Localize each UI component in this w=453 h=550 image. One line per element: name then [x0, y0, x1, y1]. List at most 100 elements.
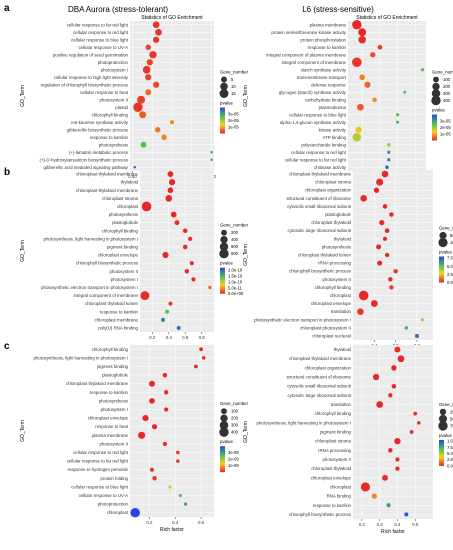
legend-color-label: 7.5e-14 — [447, 256, 453, 261]
term-label: chloroplast thylakoid — [311, 220, 351, 225]
enrichment-point — [391, 383, 397, 389]
term-label: defense response — [311, 82, 346, 87]
x-axis-title: Rich factor — [381, 529, 405, 535]
x-tick-label: 0.2 — [149, 335, 156, 340]
term-label: pigment binding — [97, 364, 129, 369]
legend-color-label: 3e-05 — [228, 112, 239, 117]
legend-size-label: 250 — [450, 409, 453, 414]
term-label: photosynthesis — [322, 244, 352, 249]
term-label: glycogen (starch) synthase activity — [279, 90, 347, 95]
x-tick-label: 0.3 — [377, 522, 384, 527]
enrichment-point — [208, 285, 212, 290]
x-axis-title: Rich factor — [160, 527, 184, 533]
term-label: thylakoid — [121, 180, 139, 185]
y-axis-title: GO_Term — [20, 420, 26, 442]
enrichment-point — [155, 28, 162, 36]
legend-size-label: 100 — [443, 77, 451, 82]
term-label: regulation of chlorophyll biosynthetic p… — [41, 82, 129, 87]
term-label: chlorophyll binding — [315, 411, 352, 416]
term-label: chitinase activity — [314, 165, 347, 170]
enrichment-point — [152, 81, 160, 88]
x-tick-label: 0.4 — [394, 522, 401, 527]
term-label: pigment binding — [107, 244, 139, 249]
term-label: thylakoid — [334, 236, 352, 241]
panel-label-a: a — [4, 3, 10, 14]
enrichment-point — [388, 393, 393, 398]
enrichment-point — [210, 151, 213, 154]
term-label: photosynthetic electron transport in pho… — [254, 317, 351, 322]
legend-color-bar — [439, 256, 444, 283]
term-label: photosynthetic electron transport in pho… — [41, 285, 138, 290]
legend-size-title: Gene_number — [220, 401, 249, 406]
term-label: cellular response to blue light — [289, 112, 347, 117]
legend-color-title: pvalue — [220, 261, 233, 266]
term-label: photosystem II — [99, 441, 128, 446]
enrichment-point — [370, 52, 376, 58]
legend-size-label: 400 — [443, 98, 451, 103]
legend-color-bar — [220, 267, 225, 294]
term-label: chlorophyll binding — [102, 228, 139, 233]
legend-color-label: 2.5e-14 — [447, 272, 453, 277]
term-label: poly(U) RNA binding — [98, 325, 138, 330]
legend-size-dot — [219, 427, 229, 437]
enrichment-point — [352, 57, 362, 68]
enrichment-point — [130, 507, 140, 518]
term-label: chloroplast — [107, 510, 129, 515]
term-label: ATP binding — [322, 135, 346, 140]
enrichment-point — [142, 65, 151, 74]
enrichment-point — [358, 290, 369, 301]
legend-size-dot — [433, 76, 439, 83]
term-label: chlorophyll biosynthetic process — [289, 269, 352, 274]
legend-color-label: 1.5e-10 — [228, 273, 243, 278]
y-axis-title: GO_Term — [243, 421, 249, 443]
enrichment-point — [404, 326, 409, 330]
legend-size-dot — [219, 249, 229, 259]
legend-size-label: 200 — [231, 416, 239, 421]
term-label: integral component of plasma membrane — [266, 52, 346, 57]
x-tick-label: 0.6 — [198, 520, 205, 525]
term-label: thylakoid — [334, 347, 352, 352]
enrichment-point — [420, 68, 425, 72]
legend-color-label: 5.0e-14 — [447, 264, 453, 269]
enrichment-point — [178, 493, 182, 498]
term-label: rRNA processing — [318, 261, 352, 266]
legend-color-bar — [220, 107, 225, 134]
legend-color-label: 5.0e-11 — [228, 285, 243, 290]
enrichment-point — [385, 165, 389, 170]
term-label: chloroplast thylakoid membrane — [76, 188, 139, 193]
enrichment-point — [403, 90, 407, 94]
term-label: photosynthesis — [109, 212, 139, 217]
enrichment-point — [163, 390, 169, 395]
term-label: cellular response to far red light — [67, 22, 129, 27]
term-label: photosystem II — [99, 97, 128, 102]
enrichment-point — [381, 170, 389, 178]
enrichment-point — [389, 285, 394, 290]
legend-size-label: 400 — [231, 237, 239, 242]
enrichment-point — [199, 347, 203, 352]
x-tick-label: 0.2 — [146, 520, 153, 525]
plot-background — [130, 345, 214, 517]
legend-size-label: 200 — [443, 84, 451, 89]
term-label: cellular response to UV-A — [78, 45, 128, 50]
term-label: response to karrikin — [90, 135, 129, 140]
legend-size-dot — [438, 237, 448, 248]
term-label: chloroplast stroma — [315, 439, 351, 444]
legend-size-label: 200 — [231, 230, 239, 235]
enrichment-point — [182, 244, 188, 250]
enrichment-point — [133, 102, 143, 112]
term-label: photosystem I — [111, 277, 138, 282]
term-label: response to karrikin — [313, 503, 352, 508]
enrichment-point — [382, 236, 388, 241]
legend-size-dot — [431, 89, 441, 98]
legend-size-dot — [219, 89, 229, 98]
enrichment-point — [386, 503, 391, 508]
enrichment-point — [170, 211, 177, 218]
term-label: cellular response to blue light — [71, 484, 129, 489]
term-label: response to heat — [95, 424, 128, 429]
enrichment-point — [189, 261, 194, 266]
chart-panels: Statistics of GO Enrichment cellular resp… — [20, 15, 453, 535]
legend-size-label: 800 — [231, 251, 239, 256]
enrichment-point — [191, 277, 196, 282]
enrichment-point — [176, 459, 180, 463]
x-tick-label: 0.4 — [166, 335, 173, 340]
